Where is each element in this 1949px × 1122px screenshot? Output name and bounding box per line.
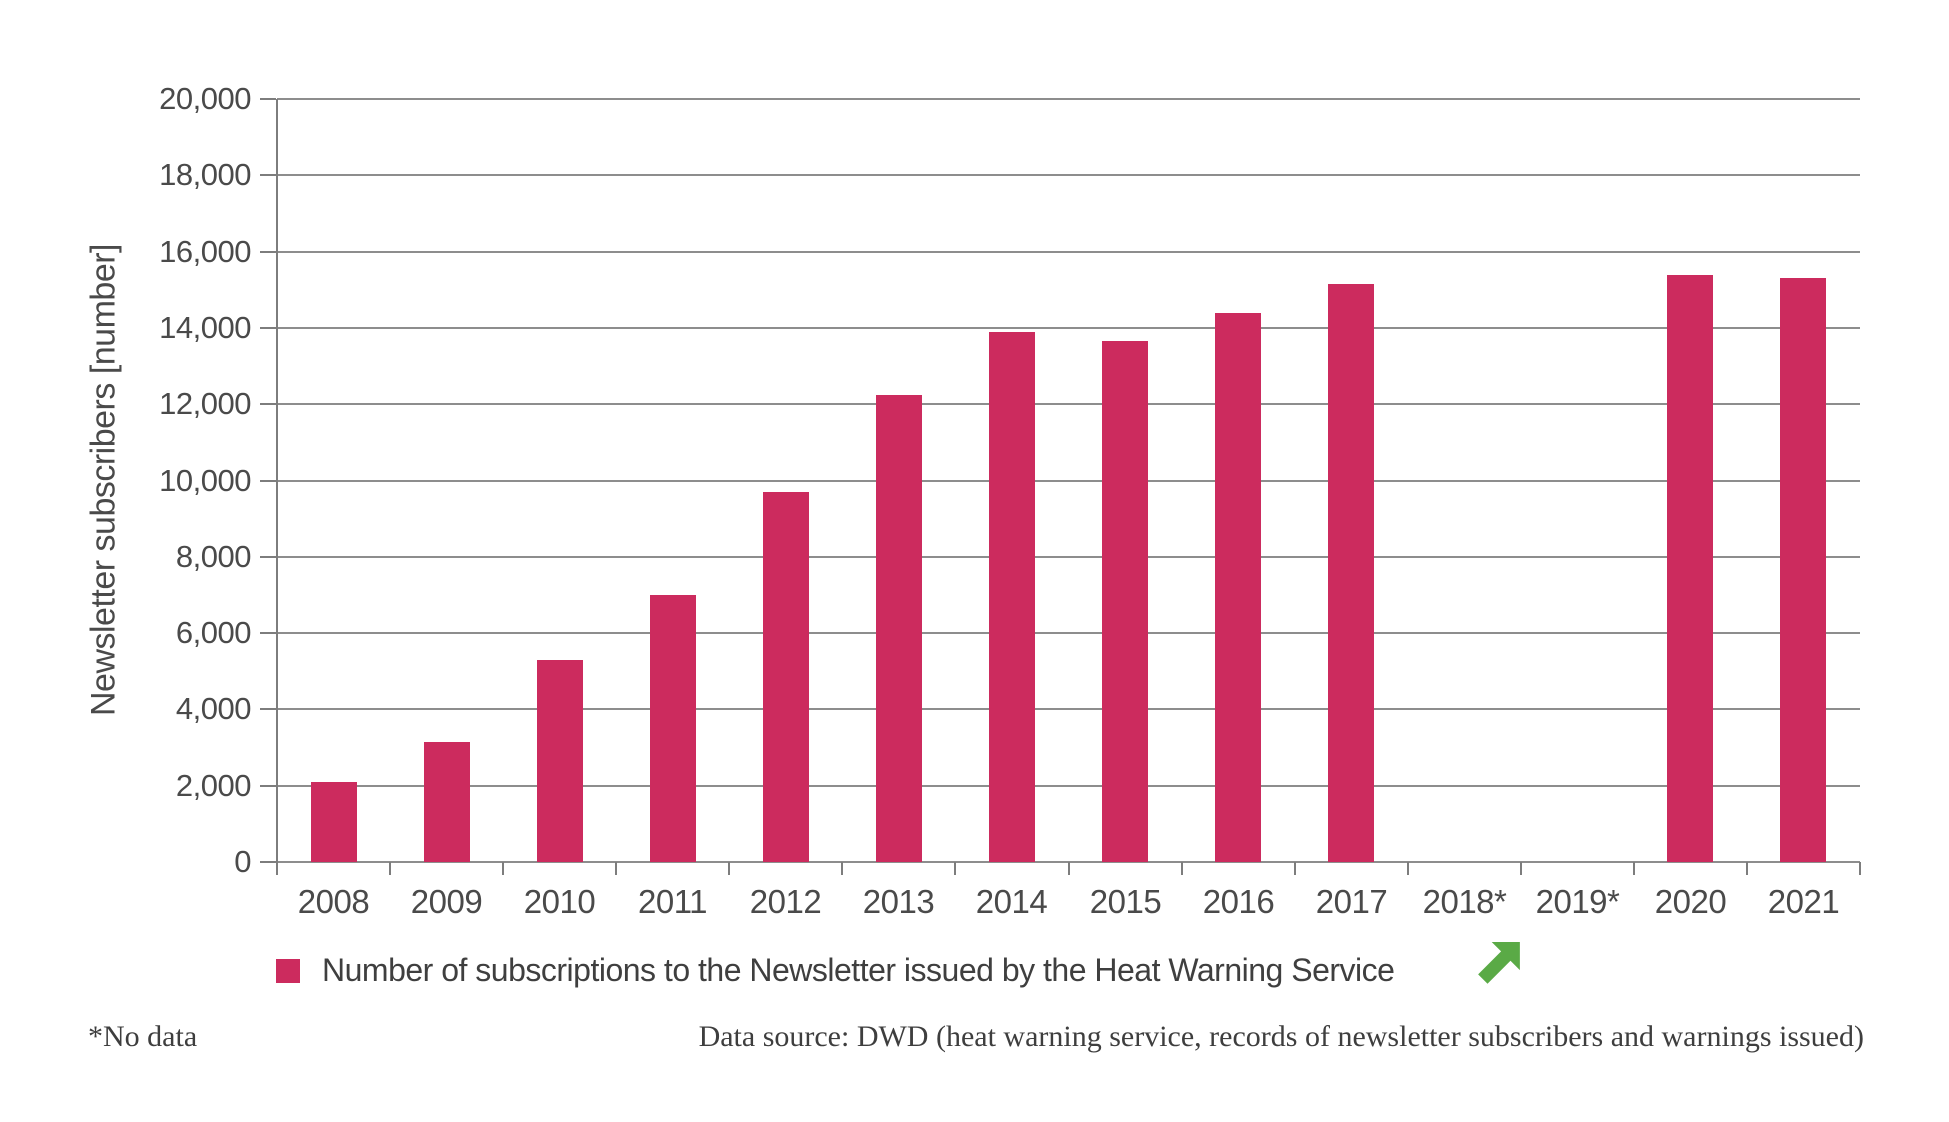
gridline [277,556,1860,558]
x-axis-tick [1181,862,1183,875]
bar-2008 [311,781,357,862]
x-tick-label: 2010 [523,883,596,920]
x-axis-tick [1633,862,1635,875]
y-axis-tick [260,403,276,405]
y-tick-label: 14,000 [159,310,251,345]
x-tick-label: 2021 [1767,883,1840,920]
gridline [277,708,1860,710]
y-tick-label: 6,000 [175,615,252,650]
bar-2011 [650,594,696,862]
y-axis-tick [260,251,276,253]
bar-2014 [989,331,1035,862]
y-axis-tick [260,556,276,558]
y-tick-label: 12,000 [159,386,251,421]
x-axis-tick [1294,862,1296,875]
legend-label: Number of subscriptions to the Newslette… [322,952,1395,988]
plot-area: 20,000 18,000 16,000 14,000 12,000 10,000 8,00… [159,82,1861,920]
x-tick-label: 2017 [1315,883,1388,920]
x-tick-label: 2016 [1202,883,1275,920]
y-tick-label: 16,000 [159,234,251,269]
y-axis-tick [260,861,276,863]
x-tick-label: 2019* [1535,883,1620,920]
y-axis-title: Newsletter subscribers [number] [84,243,123,717]
gridline [277,480,1860,482]
gridline [277,98,1860,100]
y-axis-tick [260,327,276,329]
x-axis-tick [1068,862,1070,875]
x-axis-tick [841,862,843,875]
y-axis-tick [260,708,276,710]
y-tick-label: 0 [234,844,251,879]
y-axis-tick [260,785,276,787]
trend-up-right-arrow-icon [1478,942,1520,984]
bar-2012 [763,491,809,862]
y-axis-tick [260,98,276,100]
y-tick-label: 4,000 [175,691,252,726]
bar-2016 [1215,312,1261,862]
gridline [277,632,1860,634]
x-axis-tick [1520,862,1522,875]
x-axis-tick [728,862,730,875]
x-tick-label: 2014 [975,883,1048,920]
x-tick-label: 2020 [1654,883,1727,920]
bar-2013 [876,394,922,862]
x-axis-tick [276,862,278,875]
x-axis-tick [615,862,617,875]
data-source: Data source: DWD (heat warning service, … [698,1020,1864,1053]
gridline [277,327,1860,329]
y-axis-tick [260,174,276,176]
x-axis-tick [954,862,956,875]
bar-2017 [1328,284,1374,862]
x-tick-label: 2013 [862,883,935,920]
x-tick-label: 2008 [297,883,370,920]
y-tick-label: 8,000 [175,539,252,574]
y-tick-label: 10,000 [159,463,251,498]
x-axis-tick [1746,862,1748,875]
bar-2010 [537,659,583,862]
x-axis-tick [502,862,504,875]
gridline [277,403,1860,405]
x-tick-label: 2009 [410,883,483,920]
gridline [277,251,1860,253]
y-tick-label: 20,000 [159,81,251,116]
x-axis-tick [1859,862,1861,875]
x-tick-label: 2011 [638,883,707,920]
y-tick-label: 2,000 [175,768,252,803]
bar-2009 [424,741,470,862]
gridline [277,174,1860,176]
bar-2015 [1102,341,1148,862]
bar-2020 [1667,274,1713,862]
x-tick-label: 2012 [749,883,822,920]
no-data-footnote: *No data [88,1020,198,1053]
gridline [277,785,1860,787]
x-axis-tick [389,862,391,875]
legend-color-swatch [276,959,300,983]
y-tick-label: 18,000 [159,157,251,192]
x-tick-label: 2015 [1089,883,1162,920]
bar-2021 [1780,278,1826,862]
y-axis-line [276,99,278,875]
y-axis-tick [260,632,276,634]
y-axis-tick [260,480,276,482]
x-axis-tick [1407,862,1409,875]
x-tick-label: 2018* [1422,883,1507,920]
